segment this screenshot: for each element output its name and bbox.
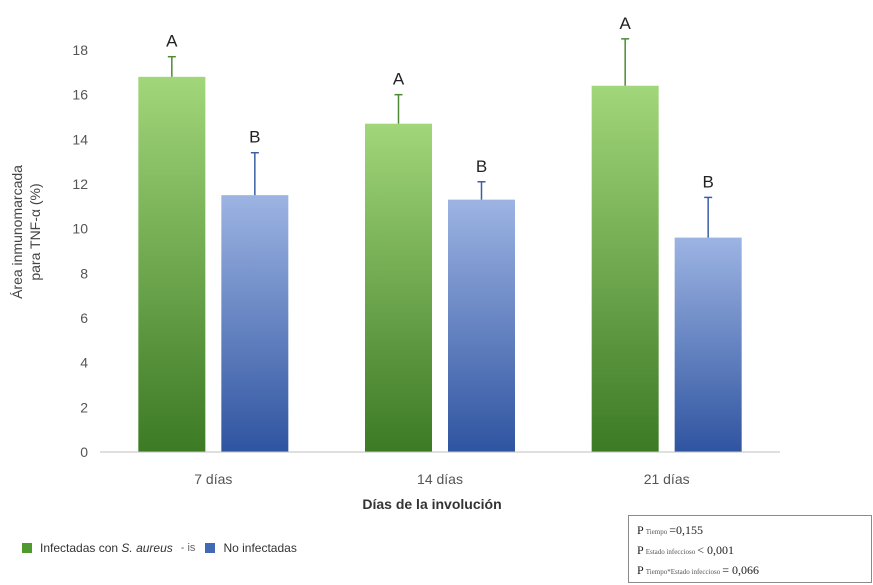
y-tick-label: 8 — [80, 265, 88, 281]
y-tick-label: 2 — [80, 399, 88, 415]
y-tick-label: 14 — [72, 131, 88, 147]
significance-letter: B — [249, 128, 260, 147]
significance-letter: A — [619, 14, 631, 33]
bar-infected — [591, 85, 659, 452]
p-value-row: P Tiempo =0,155 — [637, 523, 703, 537]
legend-label-species: S. aureus — [121, 541, 173, 555]
bar-uninfected — [221, 195, 289, 452]
x-tick-label: 14 días — [417, 471, 463, 487]
x-tick-label: 21 días — [644, 471, 690, 487]
p-value-row: P Tiempo*Estado infeccioso = 0,066 — [637, 563, 760, 577]
y-tick-label: 12 — [72, 176, 88, 192]
legend-swatch-uninfected — [205, 543, 216, 553]
significance-letter: A — [393, 70, 405, 89]
legend-label-uninfected: No infectadas — [223, 541, 297, 555]
legend-swatch-infected — [22, 543, 32, 553]
legend-label-infected: Infectadas con — [40, 541, 122, 555]
bar-infected — [365, 123, 432, 452]
x-axis-title: Días de la involución — [362, 496, 501, 512]
bar-infected — [138, 76, 206, 453]
y-tick-label: 4 — [80, 355, 88, 371]
significance-letter: B — [702, 172, 713, 191]
y-axis-label-line1: Área inmunomarcada — [9, 165, 25, 299]
p-value-row: P Estado infeccioso < 0,001 — [637, 543, 735, 557]
y-axis-label-line2: para TNF-α (%) — [27, 183, 43, 280]
legend-item-infected: Infectadas con S. aureus — [22, 541, 173, 555]
legend-item-uninfected: No infectadas — [205, 541, 297, 555]
significance-letter: B — [476, 157, 487, 176]
x-tick-label: 7 días — [194, 471, 232, 487]
legend-separator: - is — [180, 542, 196, 554]
y-tick-label: 6 — [80, 310, 88, 326]
y-tick-label: 0 — [80, 444, 88, 460]
y-tick-label: 10 — [72, 221, 88, 237]
y-tick-label: 16 — [72, 87, 88, 103]
significance-letter: A — [166, 32, 178, 51]
legend: Infectadas con S. aureus - is No infecta… — [22, 541, 297, 555]
bars: A B A B A B — [138, 14, 742, 453]
y-axis: 0 2 4 6 8 10 12 14 16 18 — [72, 42, 88, 460]
bar-uninfected — [448, 199, 515, 452]
p-values-box: P Tiempo =0,155 P Estado infeccioso < 0,001 … — [628, 515, 872, 583]
bar-uninfected — [674, 237, 742, 452]
y-tick-label: 18 — [72, 42, 88, 58]
x-axis: 7 días 14 días 21 días — [100, 451, 780, 487]
bar-chart: 0 2 4 6 8 10 12 14 16 18 A B A B A B 7 días 14 días 21 d… — [9, 14, 780, 512]
